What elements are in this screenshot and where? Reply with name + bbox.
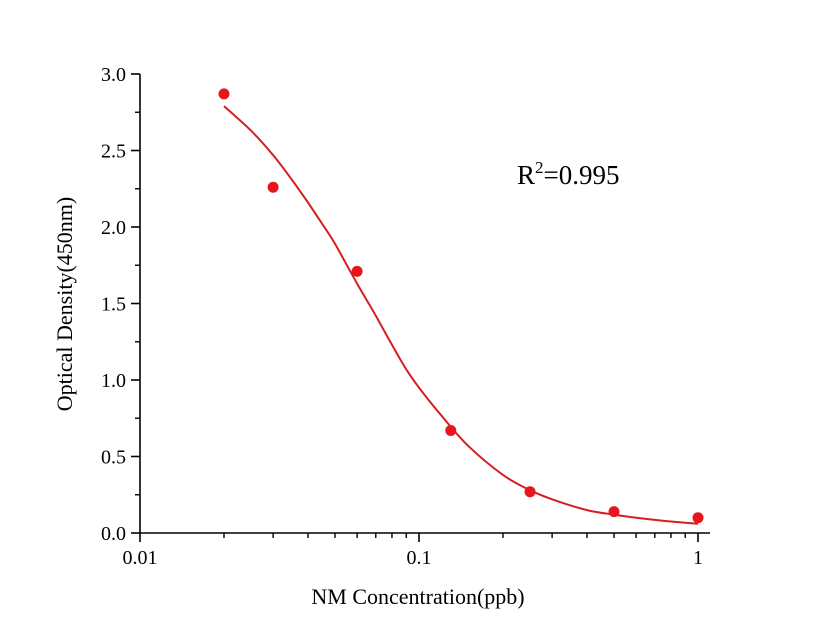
data-points [218,88,704,524]
r-squared-base: R [517,160,535,190]
r-squared-annotation: R2=0.995 [517,158,620,190]
x-tick-label: 0.1 [407,547,432,569]
data-point [351,265,363,277]
axes [139,74,710,534]
data-point [608,506,620,518]
data-point [524,486,536,498]
data-point [692,512,704,524]
y-tick-label: 1.0 [101,370,126,392]
x-tick-label: 0.01 [123,547,158,569]
data-point [445,424,457,436]
x-axis-title: NM Concentration(ppb) [311,584,524,609]
y-axis-title: Optical Density(450nm) [52,197,77,411]
ticks: 0.0 0.5 1.0 1.5 2.0 2.5 3.0 0.01 0.1 1 [101,64,703,569]
x-tick-label: 1 [693,547,703,569]
y-tick-label: 0.0 [101,523,126,545]
y-tick-label: 1.5 [101,294,126,316]
y-tick-label: 2.5 [101,141,126,163]
r-squared-value: =0.995 [544,160,620,190]
fit-curve [223,105,699,525]
r-squared-superscript: 2 [535,158,544,177]
data-point [218,88,230,100]
y-tick-label: 3.0 [101,64,126,86]
data-point [267,181,279,193]
fit-curve-line [223,105,699,525]
y-tick-label: 0.5 [101,447,126,469]
y-tick-label: 2.0 [101,217,126,239]
